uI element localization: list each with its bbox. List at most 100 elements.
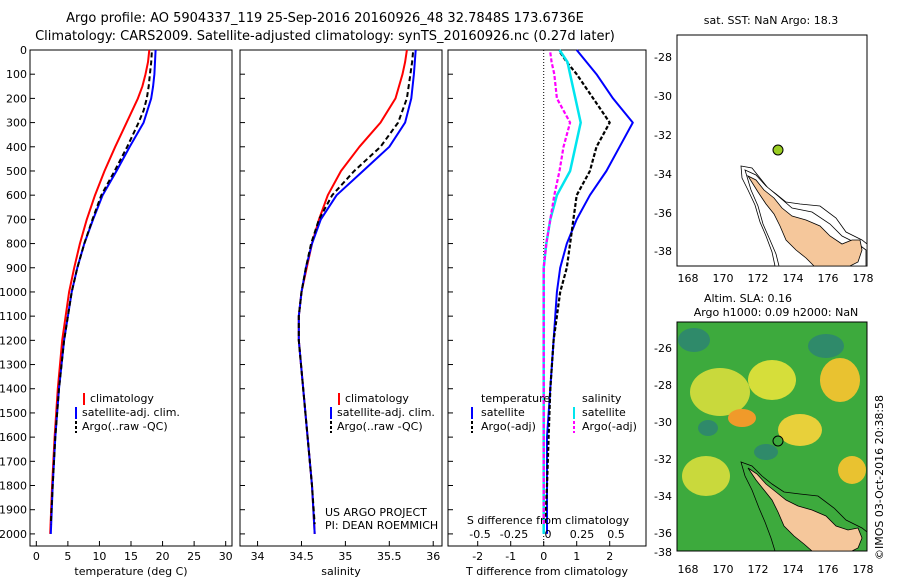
depth-tick-label: 500	[6, 165, 27, 178]
depth-tick-label: 1800	[0, 480, 27, 493]
x-tick-label: 10	[92, 550, 106, 563]
sla-anomaly-high	[682, 456, 730, 496]
depth-tick-label: 1100	[0, 310, 27, 323]
x-tick-label: 34	[251, 550, 265, 563]
x-tick-label: 35	[338, 550, 352, 563]
sla-ytick: -28	[654, 379, 672, 392]
sla-anomaly-low	[698, 420, 718, 436]
sla-anomaly-low	[808, 334, 844, 358]
sla-ytick: -38	[654, 546, 672, 559]
depth-tick-label: 1600	[0, 431, 27, 444]
s-difference-title: S difference from climatology	[467, 514, 630, 527]
legend-climatology-label: climatology	[345, 392, 409, 405]
sla-xtick: 170	[713, 563, 734, 576]
difference-legend: temperature salinity satellite Argo(-adj…	[471, 392, 637, 433]
x-tick-label: -1	[505, 550, 516, 563]
depth-tick-label: 0	[20, 44, 27, 57]
depth-tick-label: 400	[6, 141, 27, 154]
x-tick-label: 34.5	[289, 550, 314, 563]
x-tick-label: 15	[124, 550, 138, 563]
legend-temperature-title: temperature	[481, 392, 550, 405]
depth-tick-label: 700	[6, 213, 27, 226]
sla-anomaly-low	[754, 444, 778, 460]
sla-anomaly-high	[820, 358, 860, 402]
x-tick-label: 0	[33, 550, 40, 563]
s-diff-tick: 0	[545, 528, 552, 541]
salinity-panel-frame	[239, 49, 443, 547]
sla-ytick: -26	[654, 342, 672, 355]
depth-tick-label: 900	[6, 262, 27, 275]
title-line-1: Argo profile: AO 5904337_119 25-Sep-2016…	[66, 11, 584, 26]
depth-tick-label: 1900	[0, 504, 27, 517]
x-tick-label: -2	[472, 550, 483, 563]
depth-tick-label: 300	[6, 117, 27, 130]
depth-tick-label: 1400	[0, 383, 27, 396]
land-north-island	[747, 467, 863, 552]
x-tick-label: 5	[64, 550, 71, 563]
depth-tick-label: 600	[6, 189, 27, 202]
sla-ytick: -30	[654, 416, 672, 429]
sst-map-title: sat. SST: NaN Argo: 18.3	[704, 14, 838, 27]
sla-anomaly-high	[838, 456, 866, 484]
x-tick-label: 25	[187, 550, 201, 563]
sst-map: -28 -30 -32 -34 -36 -38 168 170 172 174 …	[654, 34, 874, 285]
depth-tick-label: 800	[6, 238, 27, 251]
salinity-legend: climatology satellite-adj. clim. Argo(..…	[330, 392, 435, 433]
sla-map-background	[676, 321, 868, 552]
x-tick-label: 0	[540, 550, 547, 563]
series-line-argo-raw-qc-	[297, 52, 414, 525]
sla-ytick: -34	[654, 490, 672, 503]
depth-axis: 0 100 200 300 400 500 600 700 800 900 1000 1100 1200…	[0, 44, 453, 541]
series-line-argo-adj--temperature	[544, 51, 611, 525]
sla-map-title-1: Altim. SLA: 0.16	[704, 292, 792, 305]
x-tick-label: 30	[219, 550, 233, 563]
sla-xtick: 168	[678, 563, 699, 576]
sla-map-title-2: Argo h1000: 0.09 h2000: NaN	[694, 306, 859, 319]
legend-s-argo-label: Argo(-adj)	[582, 420, 637, 433]
credit-pi: PI: DEAN ROEMMICH	[325, 519, 438, 532]
temperature-legend: climatology satellite-adj. clim. Argo(..…	[75, 392, 180, 433]
series-line-satellite-adj-clim-	[49, 49, 157, 534]
sla-ytick: -32	[654, 453, 672, 466]
sst-xtick: 174	[783, 272, 804, 285]
sst-ytick: -32	[654, 129, 672, 142]
sst-ytick: -28	[654, 51, 672, 64]
sst-ytick: -34	[654, 168, 672, 181]
x-tick-label: 20	[156, 550, 170, 563]
sst-xtick: 168	[678, 272, 699, 285]
depth-tick-label: 100	[6, 68, 27, 81]
difference-panel: -2 -1 0 1 2 T difference from climatology	[465, 49, 634, 578]
sla-anomaly-high	[778, 414, 822, 446]
legend-climatology-label: climatology	[90, 392, 154, 405]
s-diff-tick: 0.5	[607, 528, 625, 541]
depth-tick-label: 200	[6, 92, 27, 105]
sla-xtick: 178	[853, 563, 874, 576]
land-north-island	[746, 175, 863, 267]
imos-timestamp: ©IMOS 03-Oct-2016 20:38:58	[873, 394, 886, 560]
x-tick-label: 36	[426, 550, 440, 563]
sla-anomaly-high	[728, 409, 756, 427]
coastline-outer	[740, 461, 868, 552]
depth-tick-label: 1700	[0, 455, 27, 468]
argo-float-marker	[772, 144, 784, 156]
legend-s-satellite-label: satellite	[582, 406, 626, 419]
series-line-climatology	[297, 49, 408, 534]
sla-xtick: 174	[783, 563, 804, 576]
series-line-satellite-temperature	[546, 49, 634, 534]
legend-t-satellite-label: satellite	[481, 406, 525, 419]
legend-argo-label: Argo(..raw -QC)	[82, 420, 168, 433]
x-tick-label: 35.5	[377, 550, 402, 563]
depth-tick-label: 1200	[0, 334, 27, 347]
sla-map: -26 -28 -30 -32 -34 -36 -38 168 170 172 …	[654, 321, 874, 576]
s-diff-tick: -0.5	[469, 528, 490, 541]
sst-ytick: -38	[654, 245, 672, 258]
x-axis-label: temperature (deg C)	[74, 565, 187, 578]
sla-anomaly-low	[678, 328, 710, 352]
sla-ytick: -36	[654, 527, 672, 540]
depth-tick-label: 2000	[0, 528, 27, 541]
sst-xtick: 176	[818, 272, 839, 285]
depth-tick-label: 1000	[0, 286, 27, 299]
sst-xtick: 172	[748, 272, 769, 285]
sst-xtick: 178	[853, 272, 874, 285]
